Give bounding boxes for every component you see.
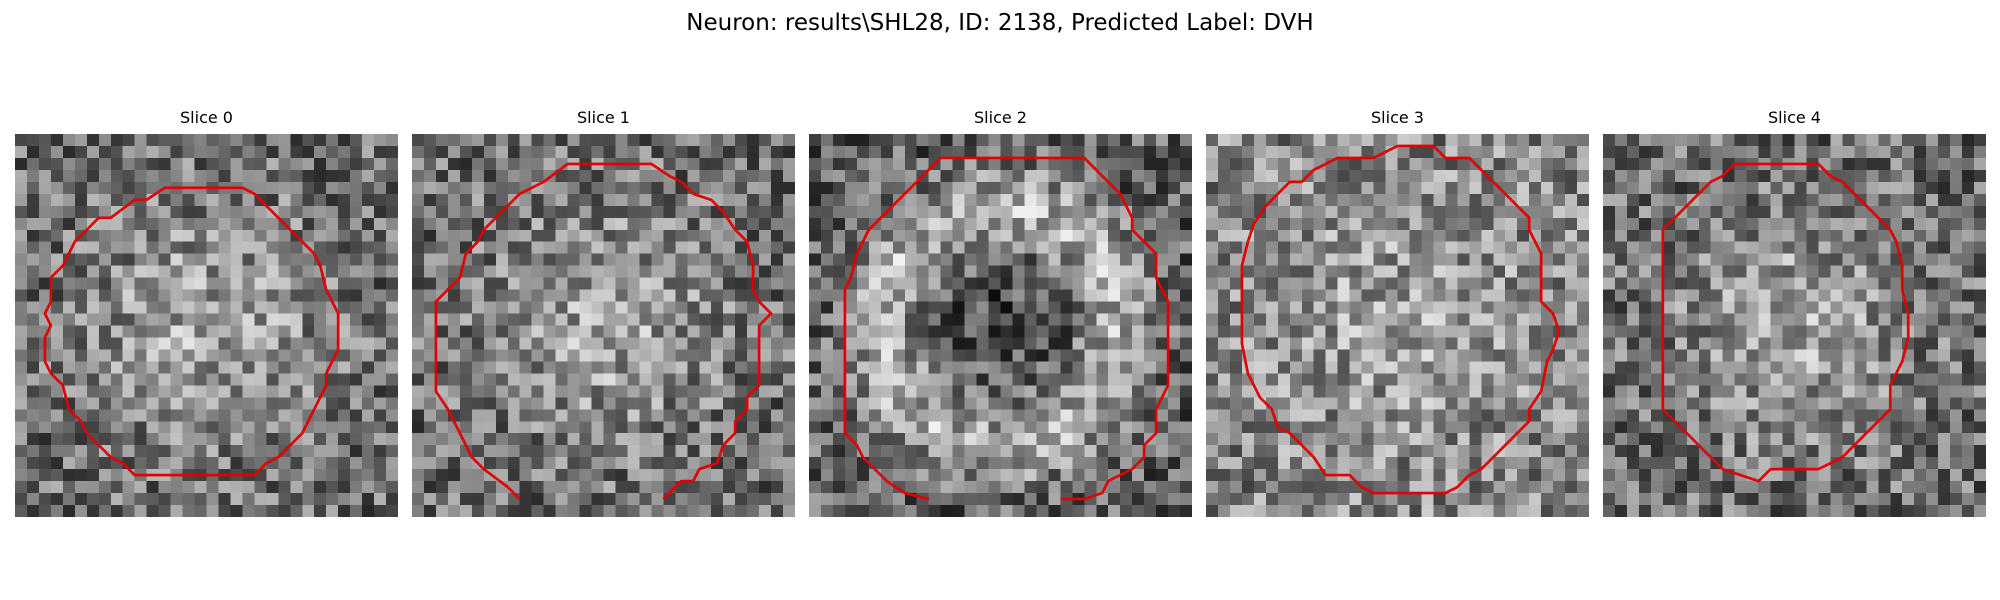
slice-panel-3: Slice 3 [1206,108,1589,517]
contour-line [843,156,1170,501]
slice-title: Slice 1 [577,108,630,127]
slice-title: Slice 2 [974,108,1027,127]
slice-title: Slice 0 [180,108,233,127]
slice-image [809,134,1192,517]
slice-panel-0: Slice 0 [15,108,398,517]
contour-line [1240,144,1561,495]
slice-image [15,134,398,517]
figure-title: Neuron: results\SHL28, ID: 2138, Predict… [686,10,1314,36]
slice-title: Slice 3 [1371,108,1424,127]
contour-line [434,162,773,500]
slice-panel-2: Slice 2 [809,108,1192,517]
slice-image [1206,134,1589,517]
slice-image [1603,134,1986,517]
slice-panel-4: Slice 4 [1603,108,1986,517]
contour-line [1661,162,1910,483]
slice-panel-1: Slice 1 [412,108,795,517]
contour-line [43,186,340,477]
slice-title: Slice 4 [1768,108,1821,127]
slice-image [412,134,795,517]
